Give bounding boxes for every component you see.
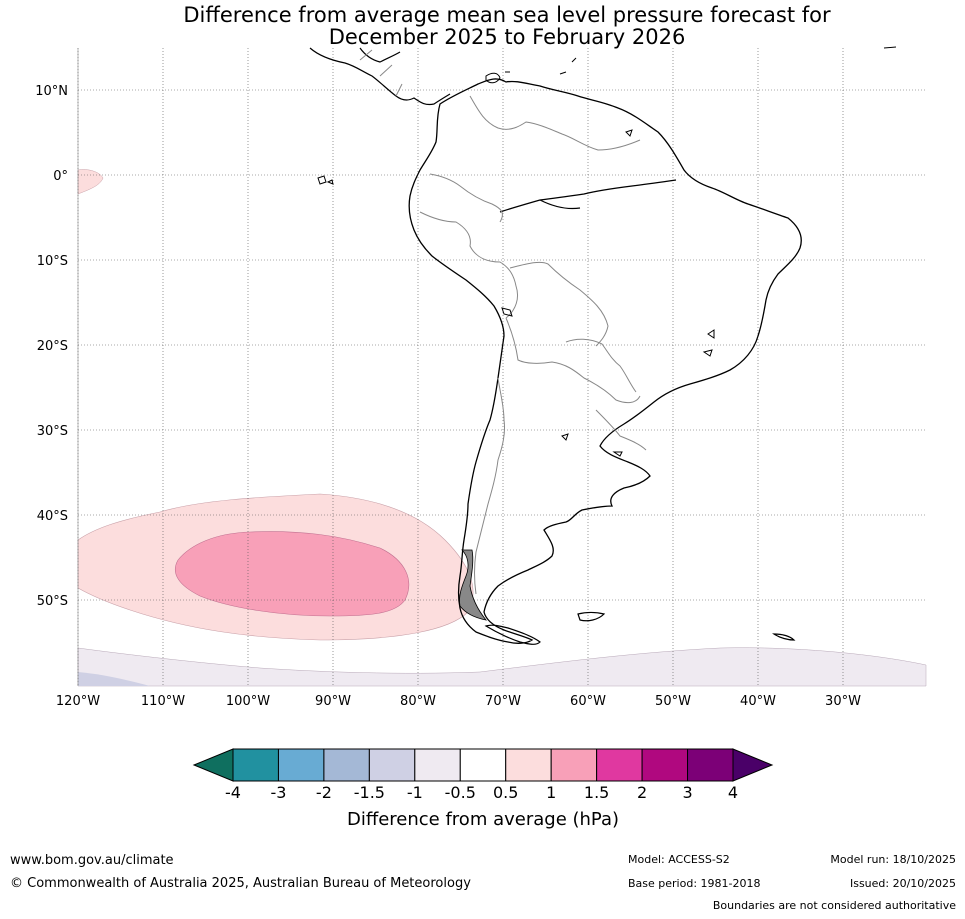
footer-copyright: © Commonwealth of Australia 2025, Austra… (10, 876, 471, 891)
lat-label: 0° (53, 169, 68, 184)
lat-label: 20°S (37, 339, 68, 354)
country-borders (419, 95, 647, 595)
colorbar-tick-label: -0.5 (445, 783, 476, 802)
lon-label: 120°W (56, 694, 100, 709)
footer-issued: Issued: 20/10/2025 (849, 877, 956, 890)
colorbar-segment (641, 748, 689, 782)
colorbar-tick-label: 2 (637, 783, 647, 802)
colorbar-tick-label: -1.5 (354, 783, 385, 802)
caribbean-islands (485, 46, 897, 84)
lat-label: 10°N (35, 84, 68, 99)
south-georgia-island (772, 633, 796, 641)
anomaly-contour-equator (77, 169, 104, 195)
latitude-labels: 10°N 0° 10°S 20°S 30°S 40°S 50°S (35, 84, 68, 609)
footer-base-period: Base period: 1981-2018 (628, 877, 761, 890)
colorbar-tick-label: 4 (728, 783, 738, 802)
footer-model-run: Model run: 18/10/2025 (830, 853, 956, 866)
lat-label: 10°S (37, 254, 68, 269)
colorbar-segment (687, 748, 734, 782)
patagonia-fjords (459, 549, 487, 621)
tierra-del-fuego (484, 624, 541, 645)
anomaly-contour-negative-1 (78, 672, 150, 686)
inland-lakes (501, 129, 715, 457)
lat-label: 50°S (37, 594, 68, 609)
longitude-labels: 120°W 110°W 100°W 90°W 80°W 70°W 60°W 50… (56, 694, 861, 709)
colorbar-segment (550, 748, 598, 782)
central-america-borders (359, 49, 403, 97)
colorbar-tick-label: 1 (546, 783, 556, 802)
lon-label: 100°W (226, 694, 270, 709)
colorbar-segment (596, 748, 643, 782)
title-line-2: December 2025 to February 2026 (328, 25, 686, 49)
lon-label: 70°W (485, 694, 521, 709)
colorbar-title: Difference from average (hPa) (347, 809, 619, 830)
lon-label: 30°W (825, 694, 861, 709)
colorbar-segments (232, 748, 734, 782)
lon-label: 80°W (400, 694, 436, 709)
colorbar-segment (459, 748, 507, 782)
map-area (77, 46, 927, 687)
anomaly-contour-negative-0.5 (77, 647, 927, 687)
lon-label: 110°W (141, 694, 185, 709)
colorbar: -4 -3 -2 -1.5 -1 -0.5 0.5 1 1.5 2 3 4 Difference fr… (192, 748, 774, 830)
footer-boundaries: Boundaries are not considered authoritat… (712, 899, 956, 912)
colorbar-tick-label: -1 (407, 783, 423, 802)
colorbar-arrow-low (192, 748, 234, 782)
colorbar-arrow-high (732, 748, 774, 782)
title-line-1: Difference from average mean sea level p… (183, 3, 831, 27)
lon-label: 90°W (315, 694, 351, 709)
colorbar-tick-label: 0.5 (493, 783, 518, 802)
south-america-coastline (408, 78, 802, 644)
colorbar-segment (505, 748, 552, 782)
galapagos-islands (317, 175, 334, 185)
lat-label: 30°S (37, 424, 68, 439)
colorbar-segment (323, 748, 370, 782)
map-title: Difference from average mean sea level p… (0, 4, 965, 48)
colorbar-tick-label: 1.5 (584, 783, 609, 802)
colorbar-ticks: -4 -3 -2 -1.5 -1 -0.5 0.5 1 1.5 2 3 4 (225, 783, 738, 802)
falkland-islands (577, 611, 606, 622)
footer-model: Model: ACCESS-S2 (628, 853, 730, 866)
colorbar-tick-label: -4 (225, 783, 241, 802)
central-america-coastline (309, 47, 451, 106)
colorbar-segment (414, 748, 461, 782)
amazon-river (499, 179, 677, 213)
lat-label: 40°S (37, 509, 68, 524)
gridlines (77, 48, 926, 686)
colorbar-segment (368, 748, 416, 782)
colorbar-tick-label: 3 (682, 783, 692, 802)
colorbar-segment (232, 748, 279, 782)
colorbar-tick-label: -3 (270, 783, 286, 802)
lon-label: 60°W (570, 694, 606, 709)
colorbar-segment (277, 748, 325, 782)
lon-label: 40°W (740, 694, 776, 709)
lon-label: 50°W (655, 694, 691, 709)
colorbar-tick-label: -2 (316, 783, 332, 802)
footer-url: www.bom.gov.au/climate (10, 853, 174, 868)
